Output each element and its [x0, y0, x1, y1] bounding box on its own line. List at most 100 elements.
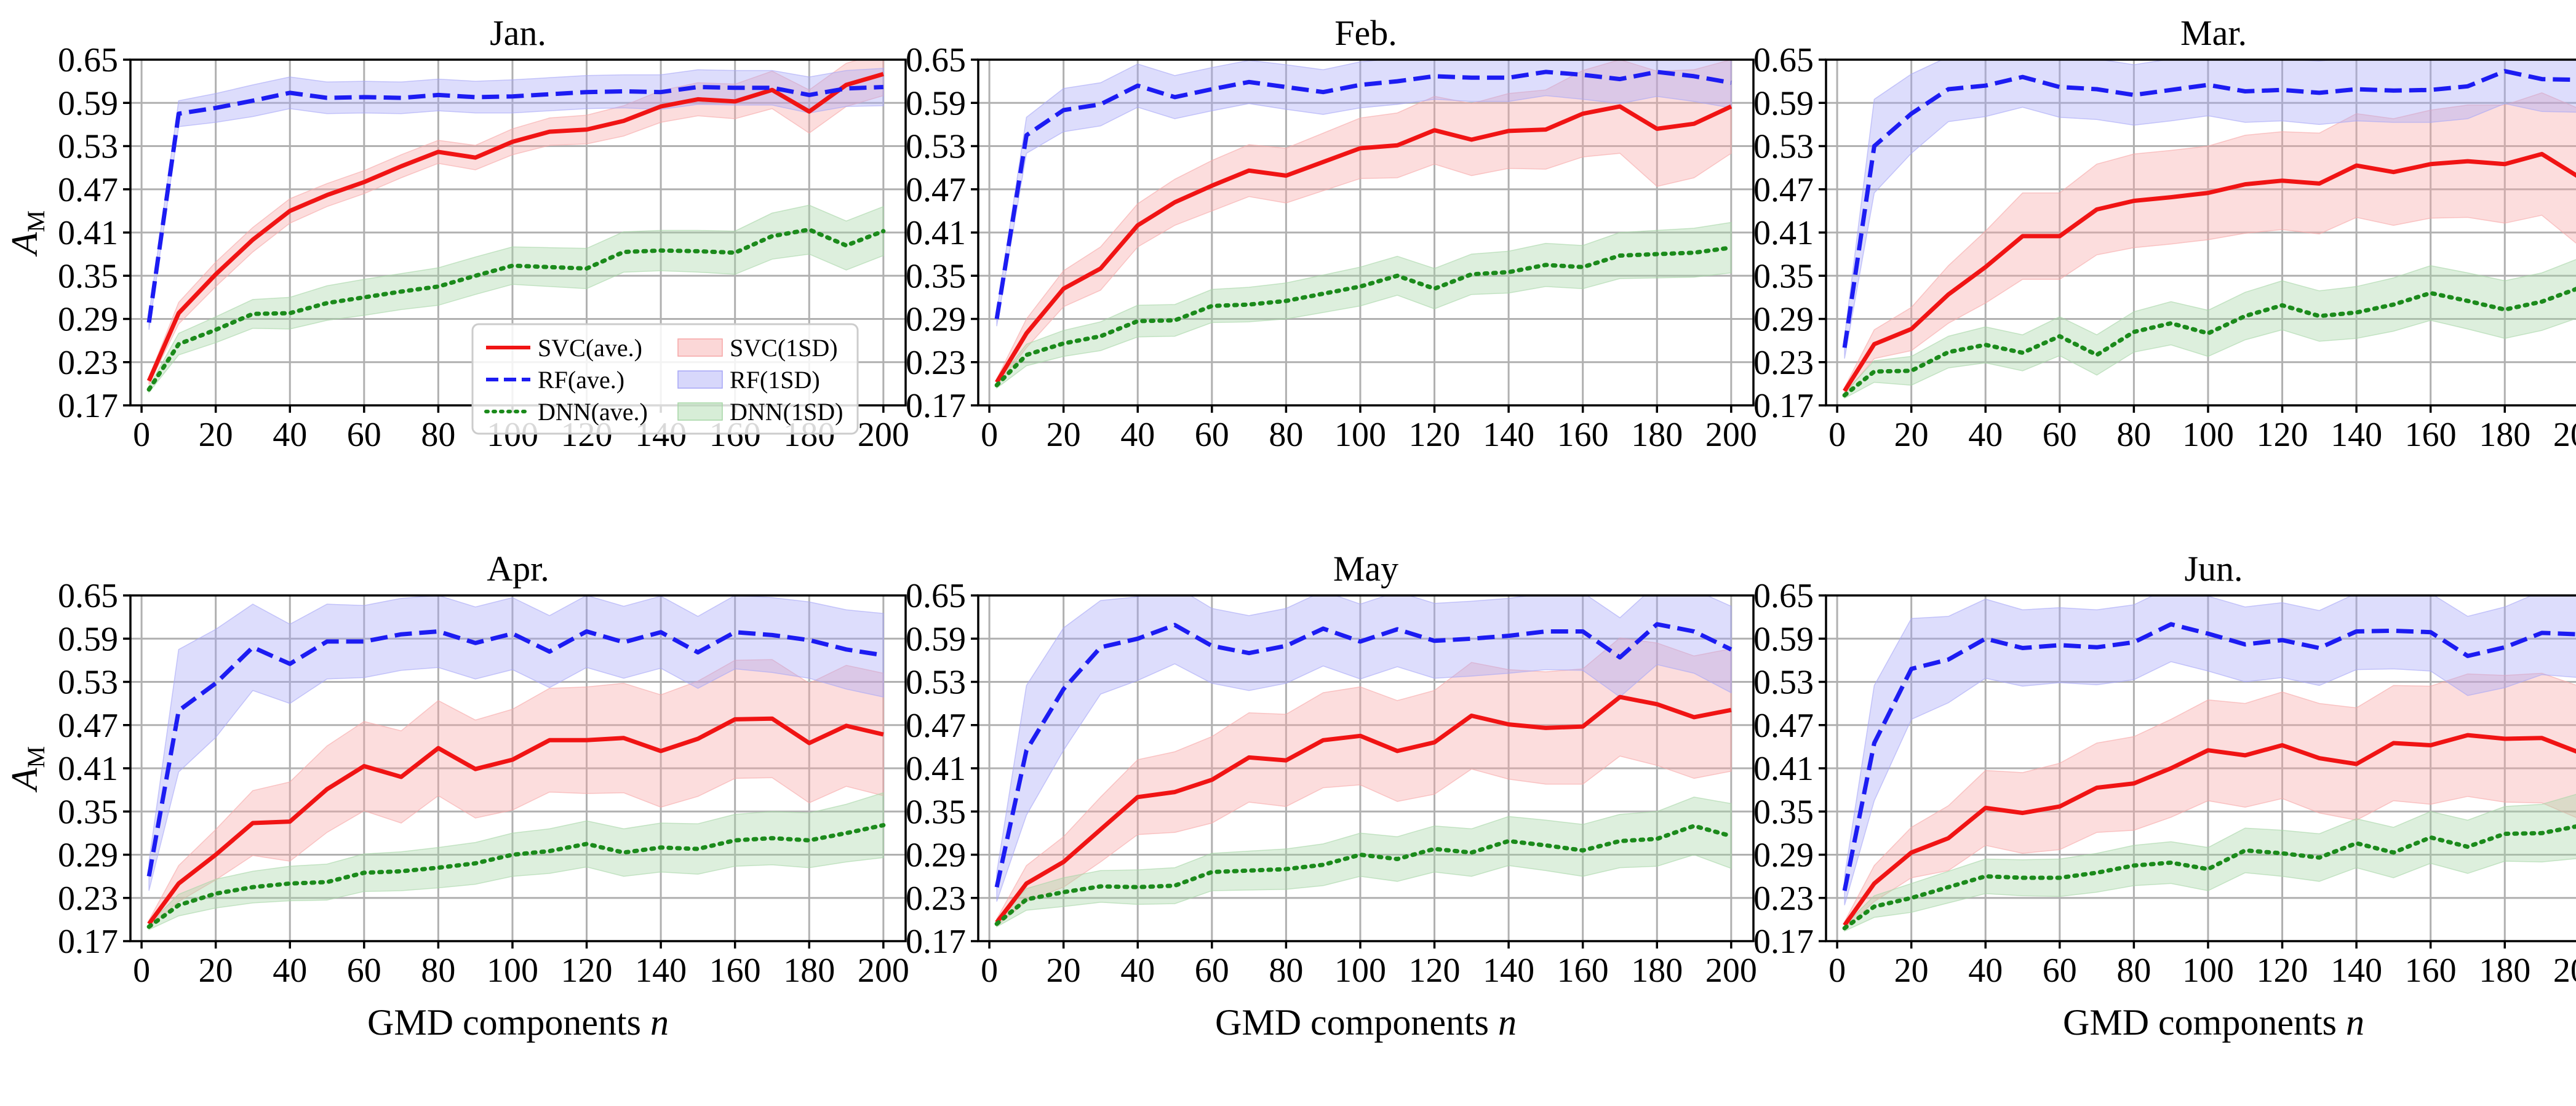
x-tick-label: 60	[2043, 952, 2077, 990]
x-axis-title: GMD components n	[2063, 1002, 2364, 1043]
y-tick-label: 0.59	[1753, 84, 1814, 122]
panel-title: Apr.	[487, 549, 549, 589]
y-tick-label: 0.47	[1753, 171, 1814, 209]
y-tick-label: 0.53	[906, 128, 966, 166]
y-tick-label: 0.35	[1753, 793, 1814, 831]
x-tick-label: 20	[1047, 416, 1081, 454]
y-tick-label: 0.23	[58, 880, 118, 918]
x-tick-label: 160	[1557, 416, 1609, 454]
x-tick-label: 0	[1828, 416, 1846, 454]
dnn-mean-line	[1842, 287, 2576, 398]
x-axis-title: GMD components n	[367, 1002, 669, 1043]
y-tick-label: 0.41	[58, 214, 118, 252]
y-tick-label: 0.47	[906, 171, 966, 209]
svc-1sd-band	[1844, 672, 2576, 930]
y-tick-label: 0.17	[58, 387, 118, 425]
x-tick-label: 140	[1483, 416, 1534, 454]
panel-1: Jan.0 20 40 60 80 100 120 140 160 180 2000.170.230…	[4, 13, 909, 454]
svc-mean-line	[146, 72, 884, 382]
y-tick-label: 0.53	[1753, 664, 1814, 702]
y-tick-label: 0.23	[1753, 344, 1814, 382]
y-tick-label: 0.65	[906, 577, 966, 615]
x-tick-label: 0	[981, 416, 998, 454]
y-tick-label: 0.35	[906, 257, 966, 295]
x-tick-label: 100	[2182, 952, 2234, 990]
dnn-mean-line	[994, 245, 1734, 388]
x-tick-label: 0	[133, 416, 150, 454]
x-tick-label: 0	[1828, 952, 1846, 990]
x-tick-label: 200	[1705, 952, 1757, 990]
y-tick-label: 0.23	[1753, 880, 1814, 918]
x-tick-label: 200	[2553, 952, 2576, 990]
x-tick-label: 140	[1483, 952, 1534, 990]
dnn-1sd-band	[1844, 794, 2576, 932]
y-tick-label: 0.53	[58, 128, 118, 166]
panels-group: Jan.0 20 40 60 80 100 120 140 160 180 2000.170.230…	[4, 13, 2576, 1043]
legend-label: RF(ave.)	[538, 366, 624, 394]
y-tick-label: 0.29	[1753, 301, 1814, 339]
y-tick-label: 0.23	[906, 344, 966, 382]
y-tick-label: 0.35	[1753, 257, 1814, 295]
y-tick-label: 0.17	[1753, 387, 1814, 425]
y-tick-label: 0.29	[1753, 837, 1814, 875]
y-tick-label: 0.47	[58, 171, 118, 209]
y-tick-label: 0.23	[58, 344, 118, 382]
x-tick-label: 80	[421, 416, 455, 454]
legend-label: SVC(ave.)	[538, 334, 642, 362]
y-tick-label: 0.65	[58, 41, 118, 79]
x-tick-label: 40	[273, 416, 307, 454]
x-tick-label: 0	[981, 952, 998, 990]
x-axis-title-main: GMD components	[367, 1002, 650, 1043]
x-tick-label: 140	[635, 952, 687, 990]
y-tick-label: 0.47	[906, 707, 966, 745]
rf-1sd-band	[148, 595, 884, 891]
dnn-mean-line	[994, 824, 1734, 926]
rf-mean-line	[146, 85, 883, 323]
x-tick-label: 100	[487, 952, 538, 990]
x-tick-label: 160	[709, 952, 761, 990]
legend-band-swatch	[677, 402, 723, 421]
x-tick-label: 40	[1968, 416, 2003, 454]
rf-mean-line	[994, 622, 1733, 888]
y-tick-label: 0.35	[58, 257, 118, 295]
x-axis-title-main: GMD components	[2063, 1002, 2346, 1043]
svc-1sd-band	[1844, 92, 2576, 396]
dnn-1sd-band	[148, 792, 884, 931]
y-tick-label: 0.59	[58, 620, 118, 658]
y-axis-title: AM	[4, 746, 50, 793]
x-tick-label: 120	[2257, 416, 2308, 454]
x-tick-label: 140	[2331, 416, 2382, 454]
x-tick-label: 20	[1894, 952, 1929, 990]
y-tick-label: 0.41	[1753, 750, 1814, 788]
x-tick-label: 20	[199, 952, 233, 990]
y-tick-label: 0.53	[906, 664, 966, 702]
x-axis-title-var: n	[2346, 1002, 2364, 1043]
dnn-mean-line	[146, 227, 886, 392]
x-tick-label: 200	[858, 952, 909, 990]
x-tick-label: 40	[1120, 416, 1155, 454]
y-tick-label: 0.17	[1753, 923, 1814, 961]
x-axis-title-main: GMD components	[1215, 1002, 1498, 1043]
y-axis-title: AM	[4, 210, 50, 257]
svc-mean-line	[1843, 733, 2576, 927]
y-tick-label: 0.65	[58, 577, 118, 615]
x-tick-label: 80	[1269, 952, 1303, 990]
svc-1sd-band	[996, 60, 1732, 388]
y-tick-label: 0.59	[1753, 620, 1814, 658]
y-tick-label: 0.29	[906, 301, 966, 339]
y-tick-label: 0.59	[906, 84, 966, 122]
x-tick-label: 20	[1047, 952, 1081, 990]
y-axis-title-sub: M	[22, 746, 50, 768]
x-tick-label: 160	[1557, 952, 1609, 990]
x-axis-title-var: n	[650, 1002, 669, 1043]
y-tick-label: 0.47	[58, 707, 118, 745]
panel-title: Feb.	[1334, 13, 1397, 53]
x-axis-title-var: n	[1498, 1002, 1517, 1043]
x-tick-label: 180	[783, 952, 835, 990]
x-tick-label: 180	[1631, 952, 1683, 990]
rf-mean-line	[146, 629, 884, 877]
y-tick-label: 0.65	[906, 41, 966, 79]
panel-title: Mar.	[2180, 13, 2247, 53]
